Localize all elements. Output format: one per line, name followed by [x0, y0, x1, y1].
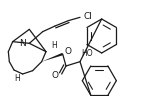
Text: Cl: Cl [84, 12, 93, 21]
Text: O: O [65, 48, 72, 57]
Text: O: O [52, 70, 59, 79]
Text: HO: HO [81, 49, 93, 58]
Polygon shape [42, 53, 63, 62]
Text: H: H [52, 41, 57, 50]
Text: N: N [20, 39, 26, 48]
Text: H: H [14, 74, 20, 83]
